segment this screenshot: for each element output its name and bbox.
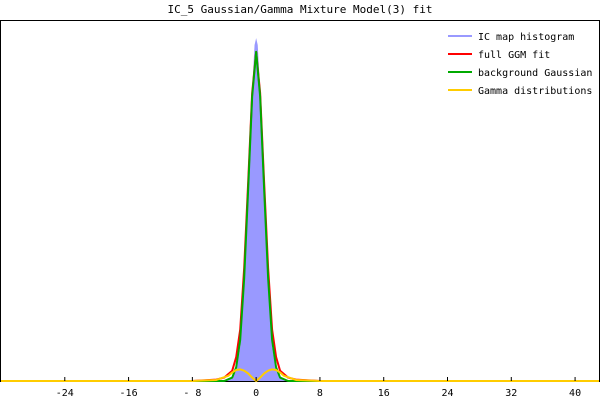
series-line-2 — [1, 50, 599, 382]
x-tick-label: -24 — [56, 388, 74, 399]
x-tick-label: 24 — [441, 388, 453, 399]
x-tick-label: 0 — [253, 388, 259, 399]
legend: IC map histogram full GGM fit background G… — [448, 32, 592, 97]
x-axis: -24 -16 - 8 0 8 16 24 32 40 — [56, 377, 581, 399]
legend-label: Gamma distributions — [478, 86, 592, 97]
legend-label: background Gaussian — [478, 68, 592, 79]
x-tick-label: 8 — [317, 388, 323, 399]
chart-title: IC_5 Gaussian/Gamma Mixture Model(3) fit — [168, 3, 433, 16]
x-tick-label: - 8 — [183, 388, 201, 399]
x-tick-label: 40 — [569, 388, 581, 399]
legend-label: IC map histogram — [478, 32, 574, 43]
legend-label: full GGM fit — [478, 50, 550, 61]
series-line-3 — [1, 368, 599, 382]
x-tick-label: 32 — [505, 388, 517, 399]
series-line-1 — [1, 50, 599, 382]
x-tick-label: -16 — [120, 388, 138, 399]
x-tick-label: 16 — [378, 388, 390, 399]
